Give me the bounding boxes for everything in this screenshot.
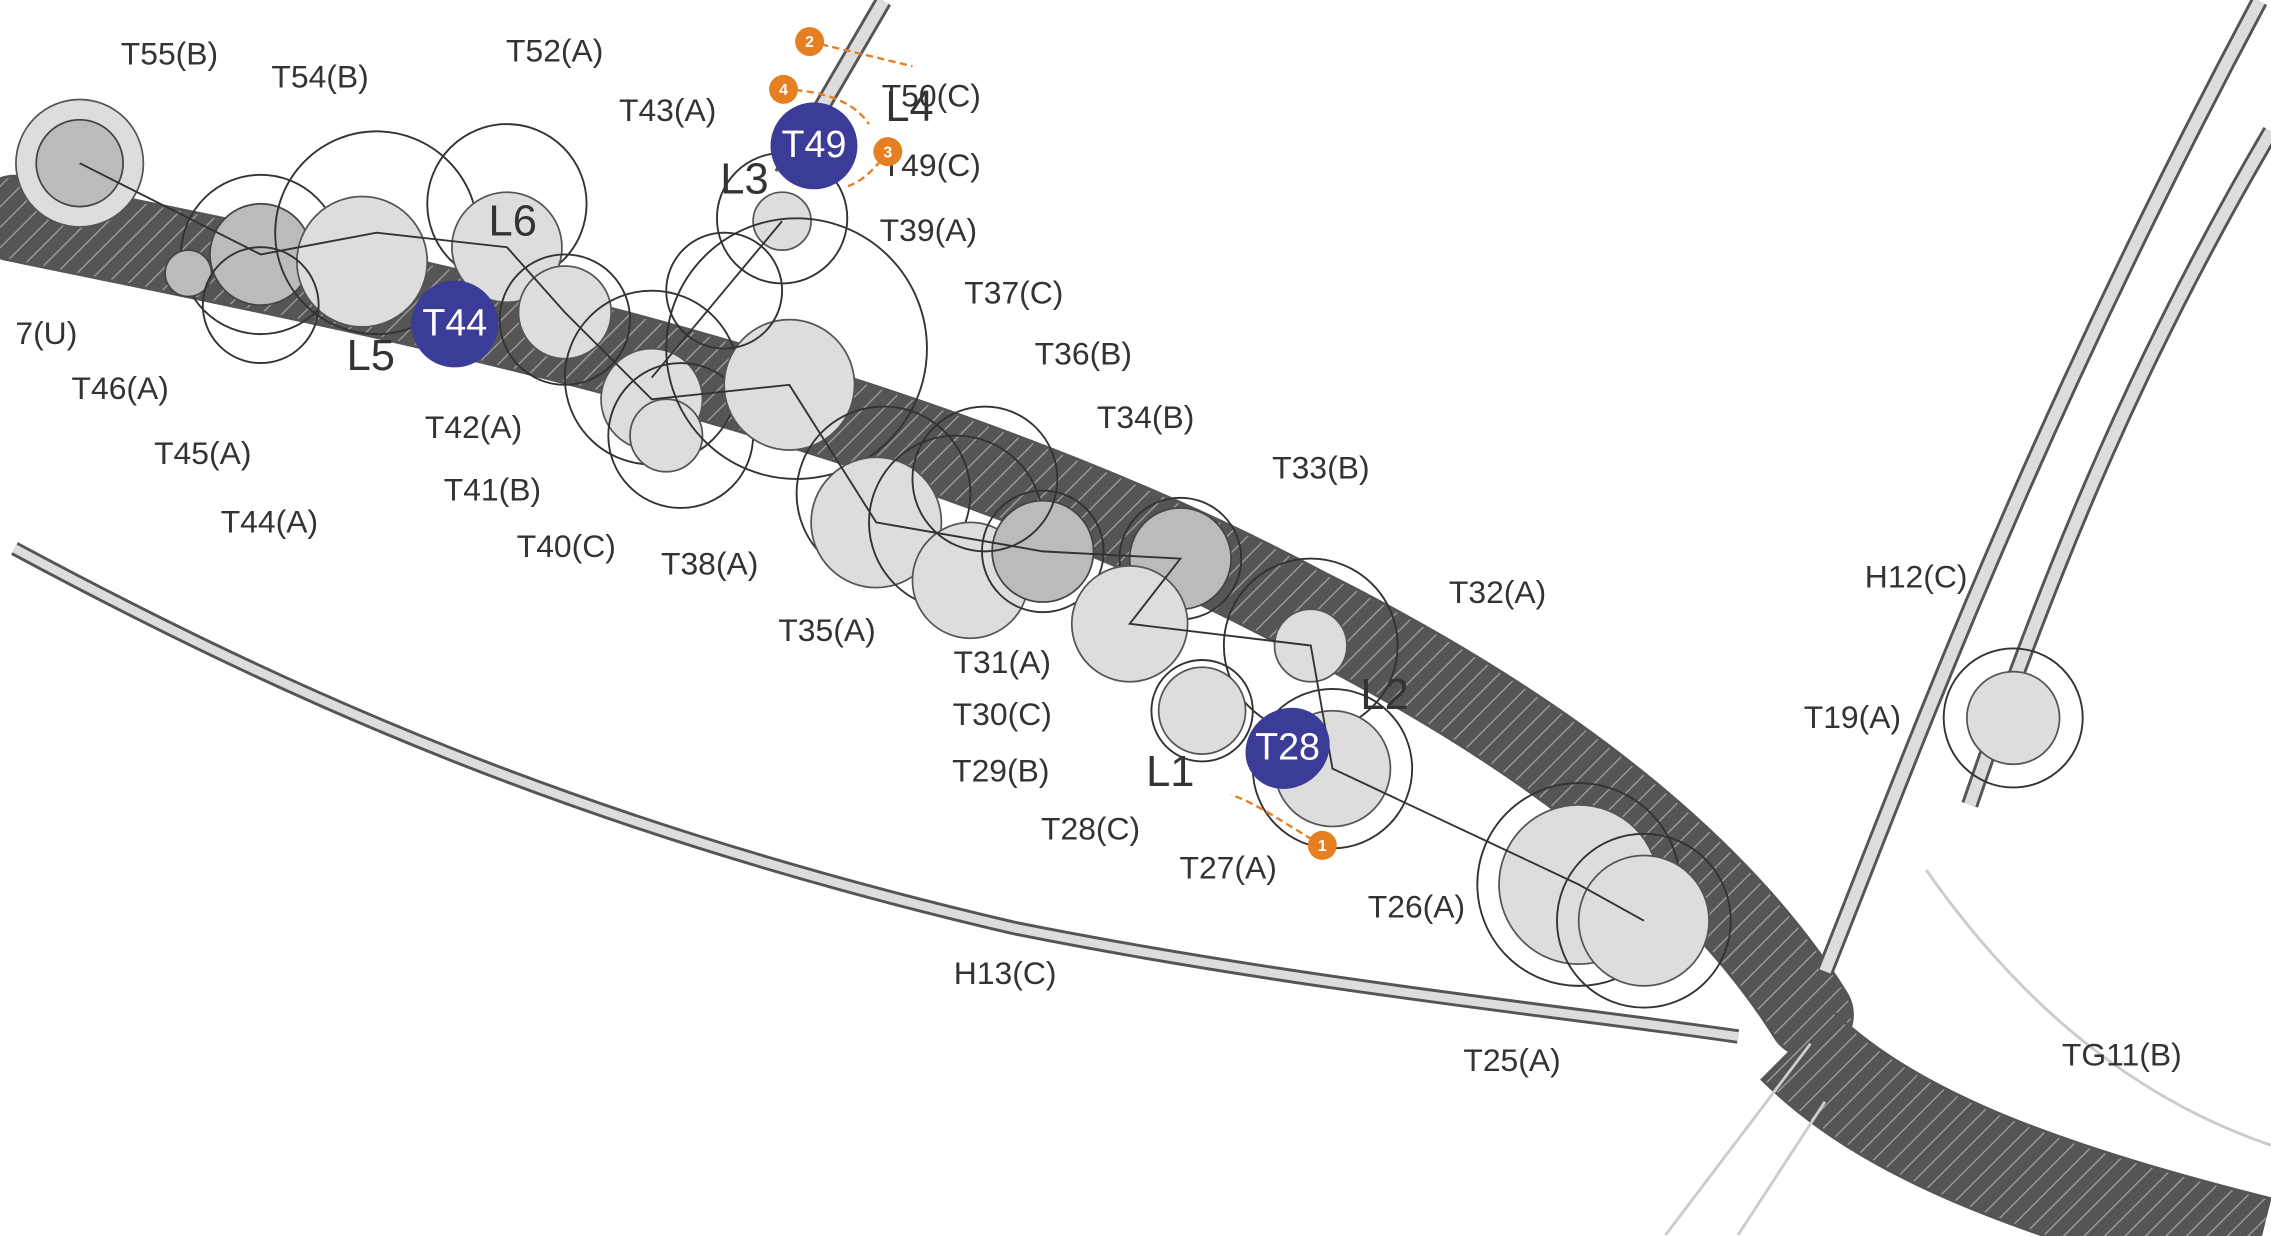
- step-number: 3: [883, 144, 892, 161]
- line-label: L6: [489, 198, 537, 246]
- tree-label: TG11(B): [2062, 1036, 2182, 1072]
- tree-label: T54(B): [271, 59, 368, 95]
- tree-label: T19(A): [1804, 699, 1901, 735]
- step-dot: [769, 74, 799, 104]
- canopy: [911, 405, 1059, 553]
- step-dot: [1307, 830, 1337, 860]
- tree-label: T31(A): [954, 644, 1051, 680]
- line-label: L1: [1146, 748, 1194, 796]
- labels: T55(B)T54(B)T52(A)T43(A) T50(C)T49(C)T39(…: [15, 27, 2182, 1078]
- tree-label: H13(C): [954, 955, 1057, 991]
- line-label: L2: [1360, 671, 1408, 719]
- tree-label: T27(A): [1180, 849, 1277, 885]
- step-dot: [873, 137, 903, 167]
- canopy: [35, 118, 124, 208]
- marker-label: T44: [422, 301, 487, 343]
- tree-label: T43(A): [619, 92, 716, 128]
- tree-label: T34(B): [1097, 399, 1194, 435]
- marker-label: T28: [1255, 726, 1320, 768]
- tree-label: T44(A): [221, 503, 318, 539]
- tree-label: T41(B): [444, 471, 541, 507]
- tree-label: T50(C): [882, 77, 981, 113]
- tree-label: T28(C): [1041, 810, 1140, 846]
- tree-label: T33(B): [1272, 450, 1369, 486]
- canopy: [1150, 659, 1254, 763]
- marker: [411, 280, 499, 368]
- canopy: [629, 398, 704, 473]
- canopy: [296, 195, 429, 328]
- tree-label: T39(A): [880, 212, 977, 248]
- canopy: [201, 246, 320, 365]
- step-number: 1: [1318, 838, 1327, 855]
- step-dot: [795, 27, 825, 57]
- tree-label: 7(U): [15, 315, 77, 351]
- tree-label: T26(A): [1368, 889, 1465, 925]
- canopy: [1577, 854, 1710, 987]
- line-label: L4: [885, 83, 933, 131]
- tree-label: T40(C): [517, 528, 616, 564]
- tree-label: T42(A): [425, 409, 522, 445]
- tree-label: T37(C): [964, 274, 1063, 310]
- tree-label: T55(B): [121, 35, 218, 71]
- tree-label: T36(B): [1035, 335, 1132, 371]
- line-label: L5: [347, 332, 395, 380]
- tree-label: T32(A): [1449, 574, 1546, 610]
- tree-label: T30(C): [953, 696, 1052, 732]
- marker-label: T49: [782, 123, 847, 165]
- tree-label: T29(B): [952, 752, 1049, 788]
- canopy: [1965, 670, 2061, 766]
- step-arrows: [783, 40, 1323, 847]
- step-number: 2: [805, 34, 814, 51]
- tree-label: T25(A): [1463, 1042, 1560, 1078]
- tree-label: T52(A): [506, 33, 603, 69]
- canopy: [1157, 666, 1247, 756]
- canopy: [665, 231, 784, 350]
- step-number: 4: [779, 82, 788, 99]
- marker: [1245, 707, 1330, 789]
- canopy: [1556, 832, 1732, 1009]
- tree-label: H12(C): [1865, 558, 1968, 594]
- tree-label: T46(A): [72, 370, 169, 406]
- tree-label: T38(A): [661, 545, 758, 581]
- tree-label: T35(A): [778, 612, 875, 648]
- tree-canopies: [15, 98, 2084, 1009]
- tree-label: T45(A): [154, 435, 251, 471]
- line-label: L3: [720, 156, 768, 204]
- marker: [770, 102, 858, 190]
- canopy: [1942, 647, 2084, 789]
- canopy: [665, 217, 928, 480]
